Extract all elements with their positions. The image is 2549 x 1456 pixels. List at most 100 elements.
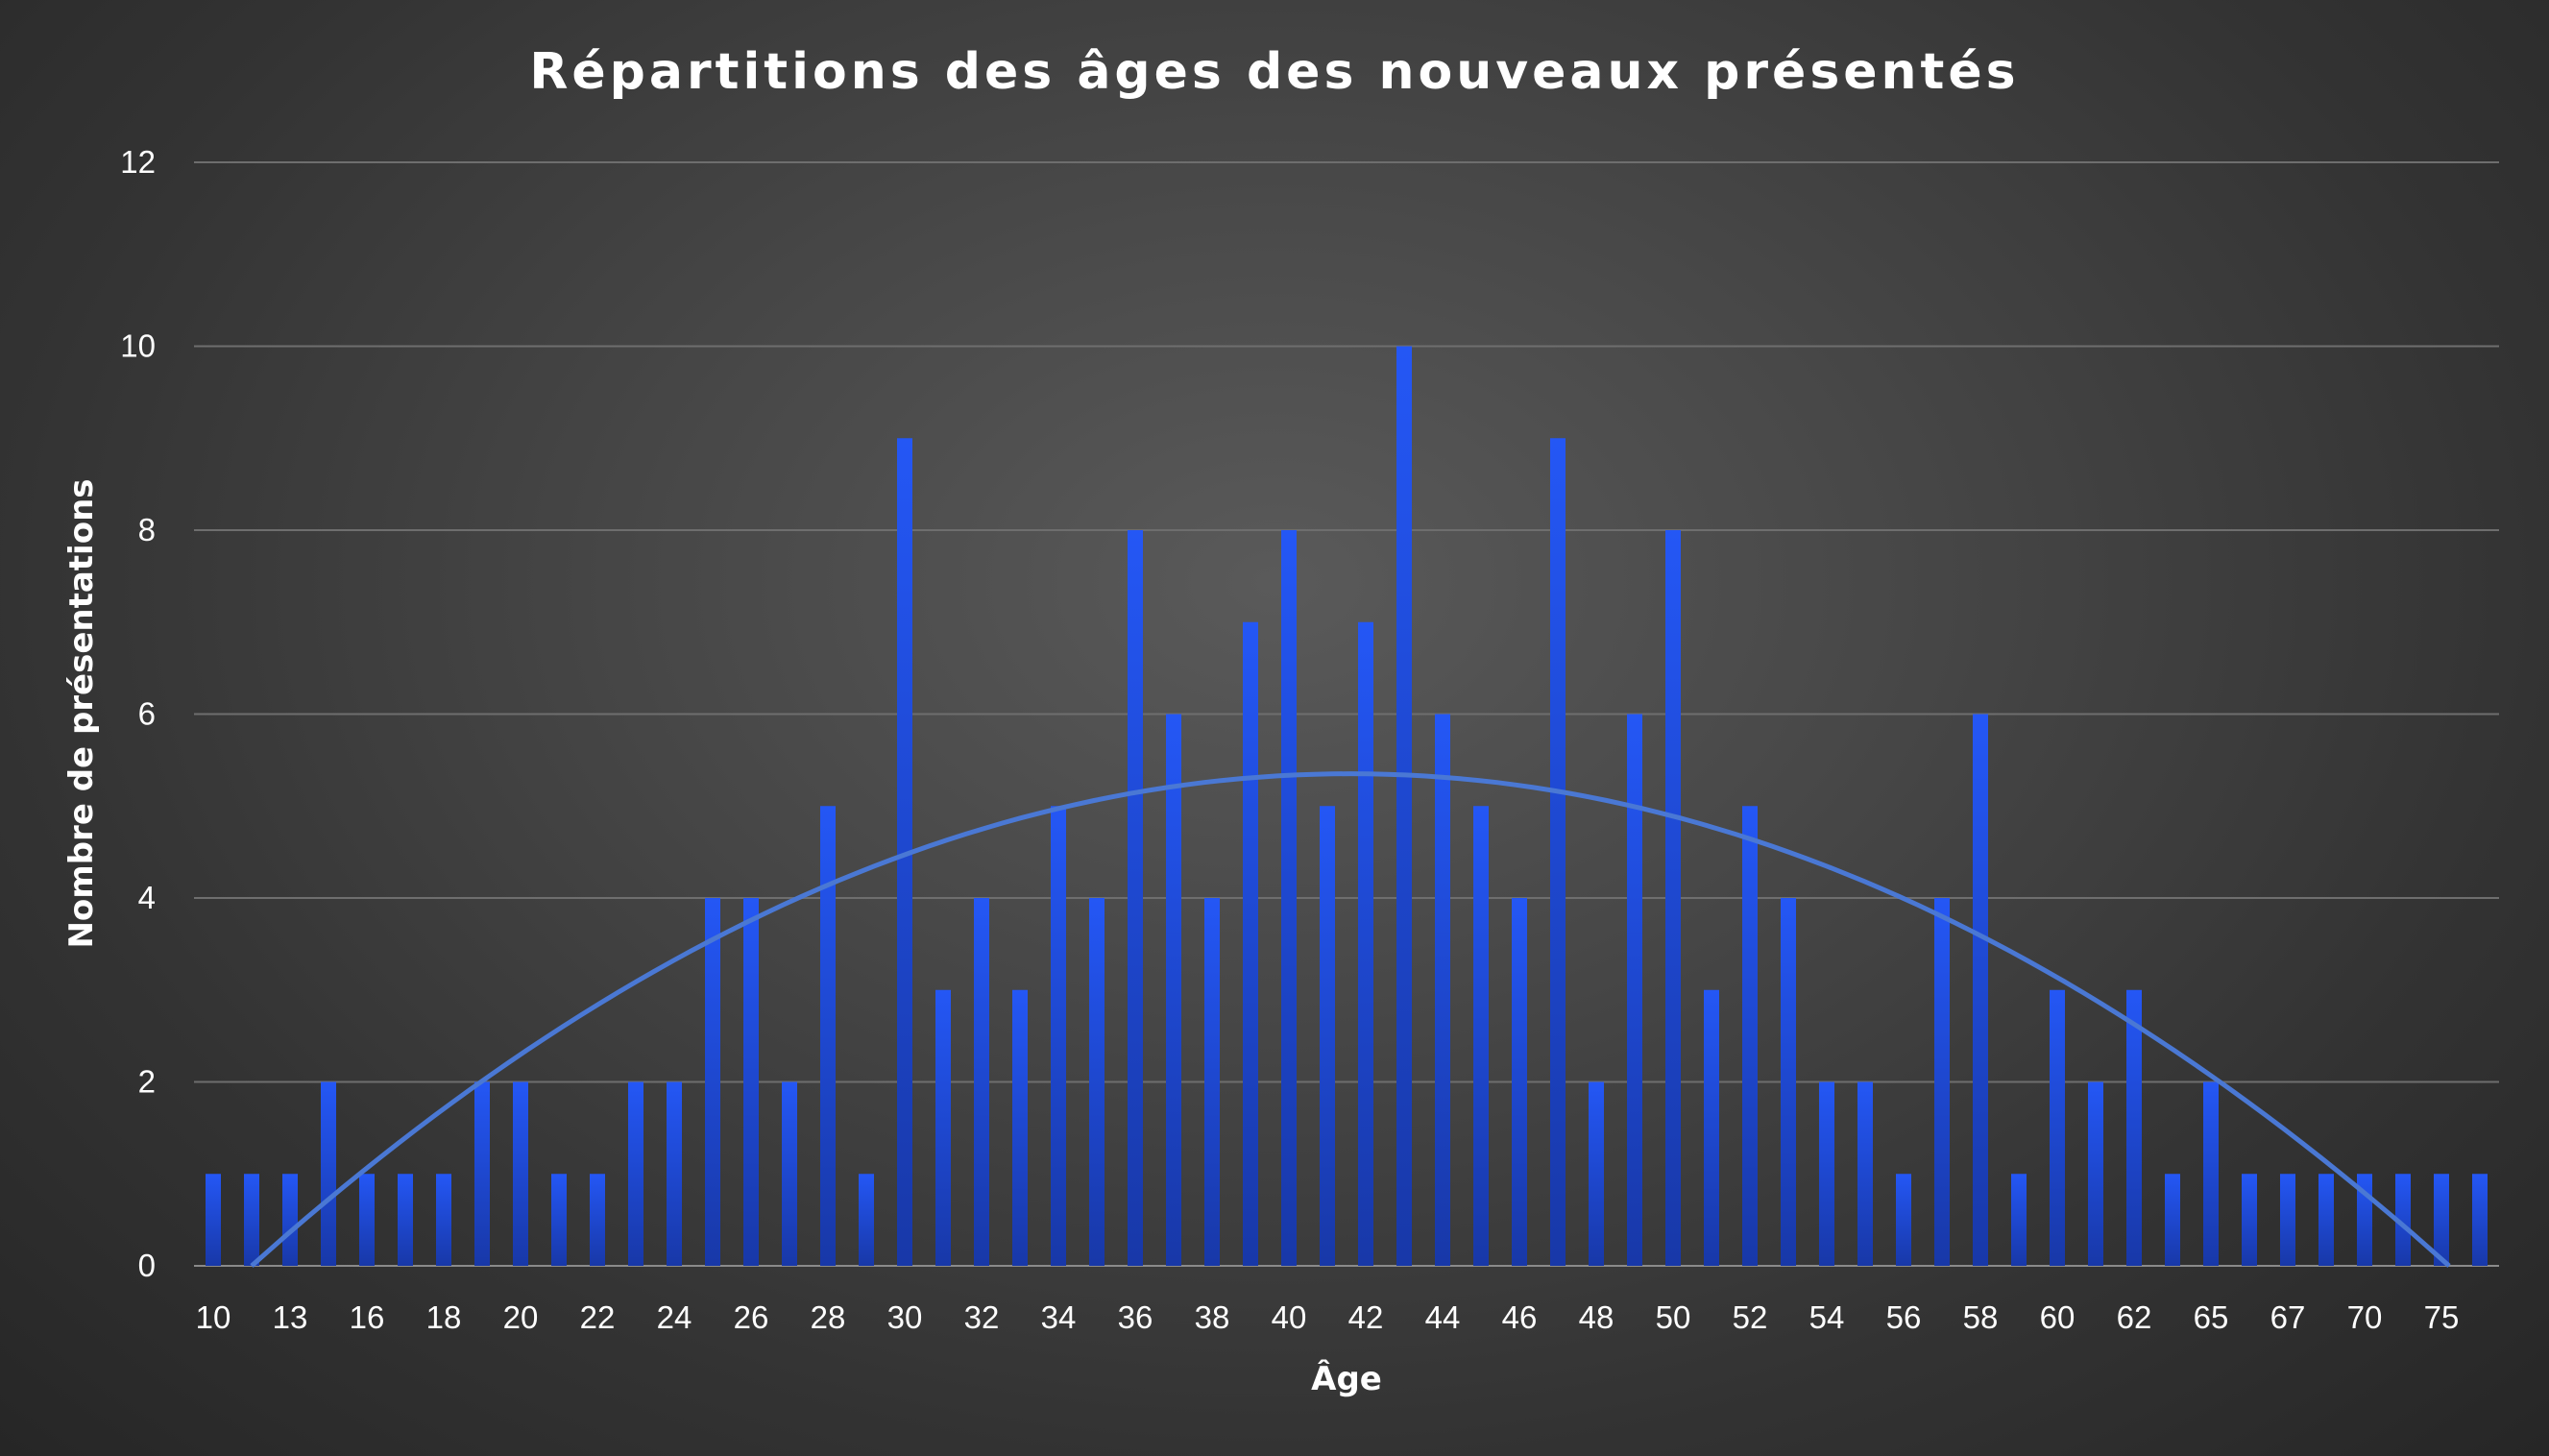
bar xyxy=(1742,806,1758,1266)
bar xyxy=(2472,1174,2488,1266)
bar xyxy=(820,806,836,1266)
bar xyxy=(782,1081,797,1266)
bar xyxy=(1512,898,1527,1266)
bar xyxy=(2126,989,2142,1266)
y-tick-label: 0 xyxy=(138,1248,156,1283)
x-tick-label: 36 xyxy=(1118,1299,1153,1335)
bar xyxy=(1281,530,1297,1266)
x-tick-label: 60 xyxy=(2040,1299,2076,1335)
x-tick-label: 70 xyxy=(2347,1299,2383,1335)
bar xyxy=(1396,346,1412,1266)
bar xyxy=(2395,1174,2411,1266)
bar xyxy=(513,1081,528,1266)
bar xyxy=(1204,898,1220,1266)
bar xyxy=(2050,989,2065,1266)
bar xyxy=(1550,438,1566,1266)
bar xyxy=(2434,1174,2449,1266)
bar xyxy=(359,1174,375,1266)
x-tick-label: 42 xyxy=(1348,1299,1384,1335)
bar xyxy=(398,1174,413,1266)
x-tick-label: 22 xyxy=(580,1299,616,1335)
bar xyxy=(2011,1174,2027,1266)
bar xyxy=(1051,806,1066,1266)
trendline-group xyxy=(250,771,2451,1268)
bar xyxy=(1358,621,1373,1266)
trendline xyxy=(250,771,2451,1268)
bar xyxy=(1973,714,1988,1266)
bar xyxy=(590,1174,605,1266)
x-tick-label: 56 xyxy=(1886,1299,1922,1335)
y-tick-label: 8 xyxy=(138,512,156,547)
x-tick-label: 67 xyxy=(2270,1299,2306,1335)
bar xyxy=(897,438,912,1266)
bars xyxy=(206,346,2488,1266)
bar xyxy=(244,1174,259,1266)
bar xyxy=(1012,989,1028,1266)
bar xyxy=(436,1174,451,1266)
x-tick-label: 38 xyxy=(1195,1299,1230,1335)
x-tick-label: 50 xyxy=(1656,1299,1691,1335)
bar xyxy=(2280,1174,2295,1266)
x-tick-label: 28 xyxy=(811,1299,846,1335)
x-tick-label: 65 xyxy=(2194,1299,2229,1335)
bar xyxy=(1473,806,1489,1266)
x-tick-label: 30 xyxy=(887,1299,923,1335)
y-tick-label: 4 xyxy=(138,880,156,915)
bar xyxy=(551,1174,567,1266)
bar xyxy=(2203,1081,2219,1266)
bar xyxy=(1665,530,1681,1266)
bar xyxy=(206,1174,221,1266)
bar xyxy=(974,898,989,1266)
bar xyxy=(1857,1081,1873,1266)
bar xyxy=(2165,1174,2180,1266)
bar xyxy=(1934,898,1950,1266)
bar xyxy=(1819,1081,1834,1266)
bar xyxy=(1128,530,1143,1266)
gridlines xyxy=(194,161,2499,1267)
x-tick-label: 44 xyxy=(1425,1299,1461,1335)
bar xyxy=(628,1081,643,1266)
bar xyxy=(743,898,759,1266)
y-tick-label: 6 xyxy=(138,696,156,732)
bar xyxy=(474,1081,490,1266)
bar xyxy=(2318,1174,2334,1266)
x-tick-label: 75 xyxy=(2424,1299,2460,1335)
bar xyxy=(1896,1174,1911,1266)
x-axis-title: Âge xyxy=(1311,1359,1382,1398)
bar xyxy=(2242,1174,2257,1266)
bar xyxy=(1627,714,1642,1266)
bar xyxy=(1589,1081,1604,1266)
bar xyxy=(1089,898,1105,1266)
bar xyxy=(1320,806,1335,1266)
x-tick-label: 40 xyxy=(1272,1299,1307,1335)
x-axis-ticks: 10 13 16 18 20 22 24 26 28 30 32 34 36 38 40 42 44 46 48 50… xyxy=(196,1299,2460,1335)
y-tick-label: 2 xyxy=(138,1064,156,1100)
y-axis-title: Nombre de présentations xyxy=(62,478,101,948)
x-tick-label: 20 xyxy=(503,1299,539,1335)
bar xyxy=(1781,898,1796,1266)
x-tick-label: 54 xyxy=(1809,1299,1845,1335)
bar xyxy=(1166,714,1181,1266)
bar xyxy=(667,1081,682,1266)
x-tick-label: 24 xyxy=(657,1299,692,1335)
x-tick-label: 13 xyxy=(273,1299,308,1335)
y-axis-ticks: 0 2 4 6 8 10 12 xyxy=(120,144,156,1283)
x-tick-label: 34 xyxy=(1041,1299,1077,1335)
bar xyxy=(859,1174,874,1266)
x-tick-label: 62 xyxy=(2117,1299,2152,1335)
x-tick-label: 10 xyxy=(196,1299,231,1335)
x-tick-label: 16 xyxy=(350,1299,385,1335)
x-tick-label: 52 xyxy=(1733,1299,1768,1335)
bar xyxy=(1243,621,1258,1266)
bar xyxy=(321,1081,336,1266)
x-tick-label: 26 xyxy=(734,1299,769,1335)
y-tick-label: 10 xyxy=(120,328,156,364)
chart-title: Répartitions des âges des nouveaux prése… xyxy=(529,43,2019,101)
x-tick-label: 46 xyxy=(1502,1299,1538,1335)
bar xyxy=(282,1174,298,1266)
x-tick-label: 18 xyxy=(426,1299,462,1335)
x-tick-label: 58 xyxy=(1963,1299,1999,1335)
y-tick-label: 12 xyxy=(120,144,156,180)
